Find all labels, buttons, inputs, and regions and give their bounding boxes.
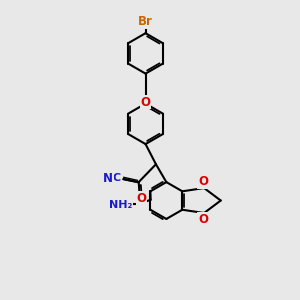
Text: O: O [137, 192, 147, 205]
Text: C: C [112, 173, 121, 183]
Text: O: O [140, 96, 151, 109]
Text: Br: Br [138, 15, 153, 28]
Text: N: N [103, 172, 113, 185]
Text: O: O [198, 213, 208, 226]
Text: O: O [198, 175, 208, 188]
Text: NH₂: NH₂ [109, 200, 132, 210]
